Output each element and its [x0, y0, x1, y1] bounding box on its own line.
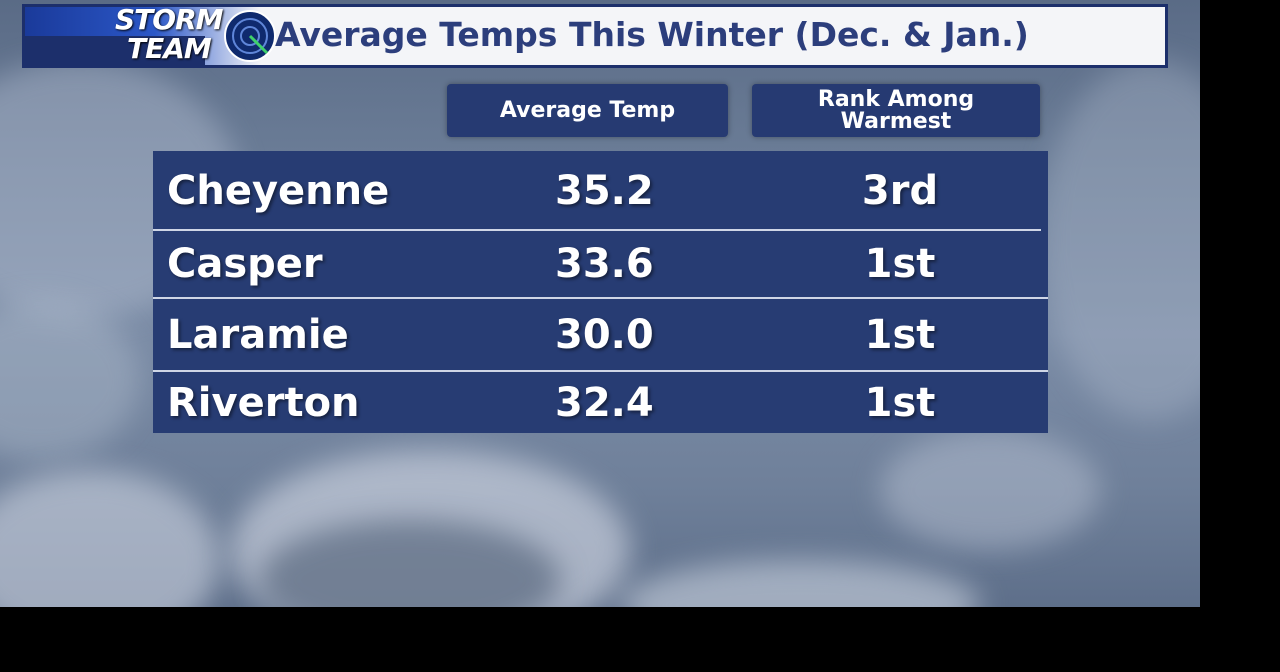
city-name: Cheyenne [167, 167, 390, 214]
cloud-shape [260, 520, 560, 607]
cloud-shape [880, 430, 1100, 550]
rank-value: 1st [864, 379, 936, 426]
city-name: Laramie [167, 311, 349, 358]
logo-stripe [25, 36, 205, 65]
column-header-average-temp: Average Temp [447, 84, 728, 137]
column-header-rank: Rank Among Warmest [752, 84, 1040, 137]
page-title: Average Temps This Winter (Dec. & Jan.) [275, 15, 1029, 54]
logo-line-2: TEAM [127, 32, 212, 65]
rank-value: 1st [864, 241, 936, 287]
table-row: Riverton 32.4 1st [153, 372, 1048, 433]
table-row: Casper 33.6 1st [153, 231, 1048, 297]
average-temp-value: 30.0 [555, 311, 654, 358]
logo-text: STORM TEAM [115, 7, 235, 63]
average-temp-value: 35.2 [555, 167, 654, 214]
table-row: Cheyenne 35.2 3rd [153, 151, 1048, 230]
row-divider [153, 297, 1048, 299]
row-divider [153, 229, 1041, 231]
city-name: Riverton [167, 379, 360, 426]
logo-line-1: STORM [115, 7, 224, 36]
sky-background: STORM TEAM Average Temps This Winter (De… [0, 0, 1200, 607]
storm-team-logo: STORM TEAM [25, 7, 261, 65]
city-name: Casper [167, 241, 323, 287]
letterbox-bottom [0, 607, 1280, 672]
rank-header-line-1: Rank Among [817, 86, 975, 112]
temps-table: Cheyenne 35.2 3rd Casper 33.6 1st Larami… [153, 151, 1048, 433]
rank-value: 1st [864, 311, 936, 358]
rank-value: 3rd [861, 167, 939, 214]
rank-header-line-2: Warmest [840, 108, 952, 134]
cloud-shape [1040, 60, 1200, 420]
average-temp-value: 33.6 [555, 241, 654, 287]
row-divider [153, 370, 1048, 372]
cloud-shape [0, 470, 220, 607]
radar-icon [224, 10, 276, 62]
title-bar: STORM TEAM Average Temps This Winter (De… [22, 4, 1168, 68]
letterbox-right [1200, 0, 1280, 672]
table-row: Laramie 30.0 1st [153, 299, 1048, 370]
cloud-shape [620, 560, 980, 607]
average-temp-value: 32.4 [555, 379, 654, 426]
cloud-shape [0, 300, 140, 460]
